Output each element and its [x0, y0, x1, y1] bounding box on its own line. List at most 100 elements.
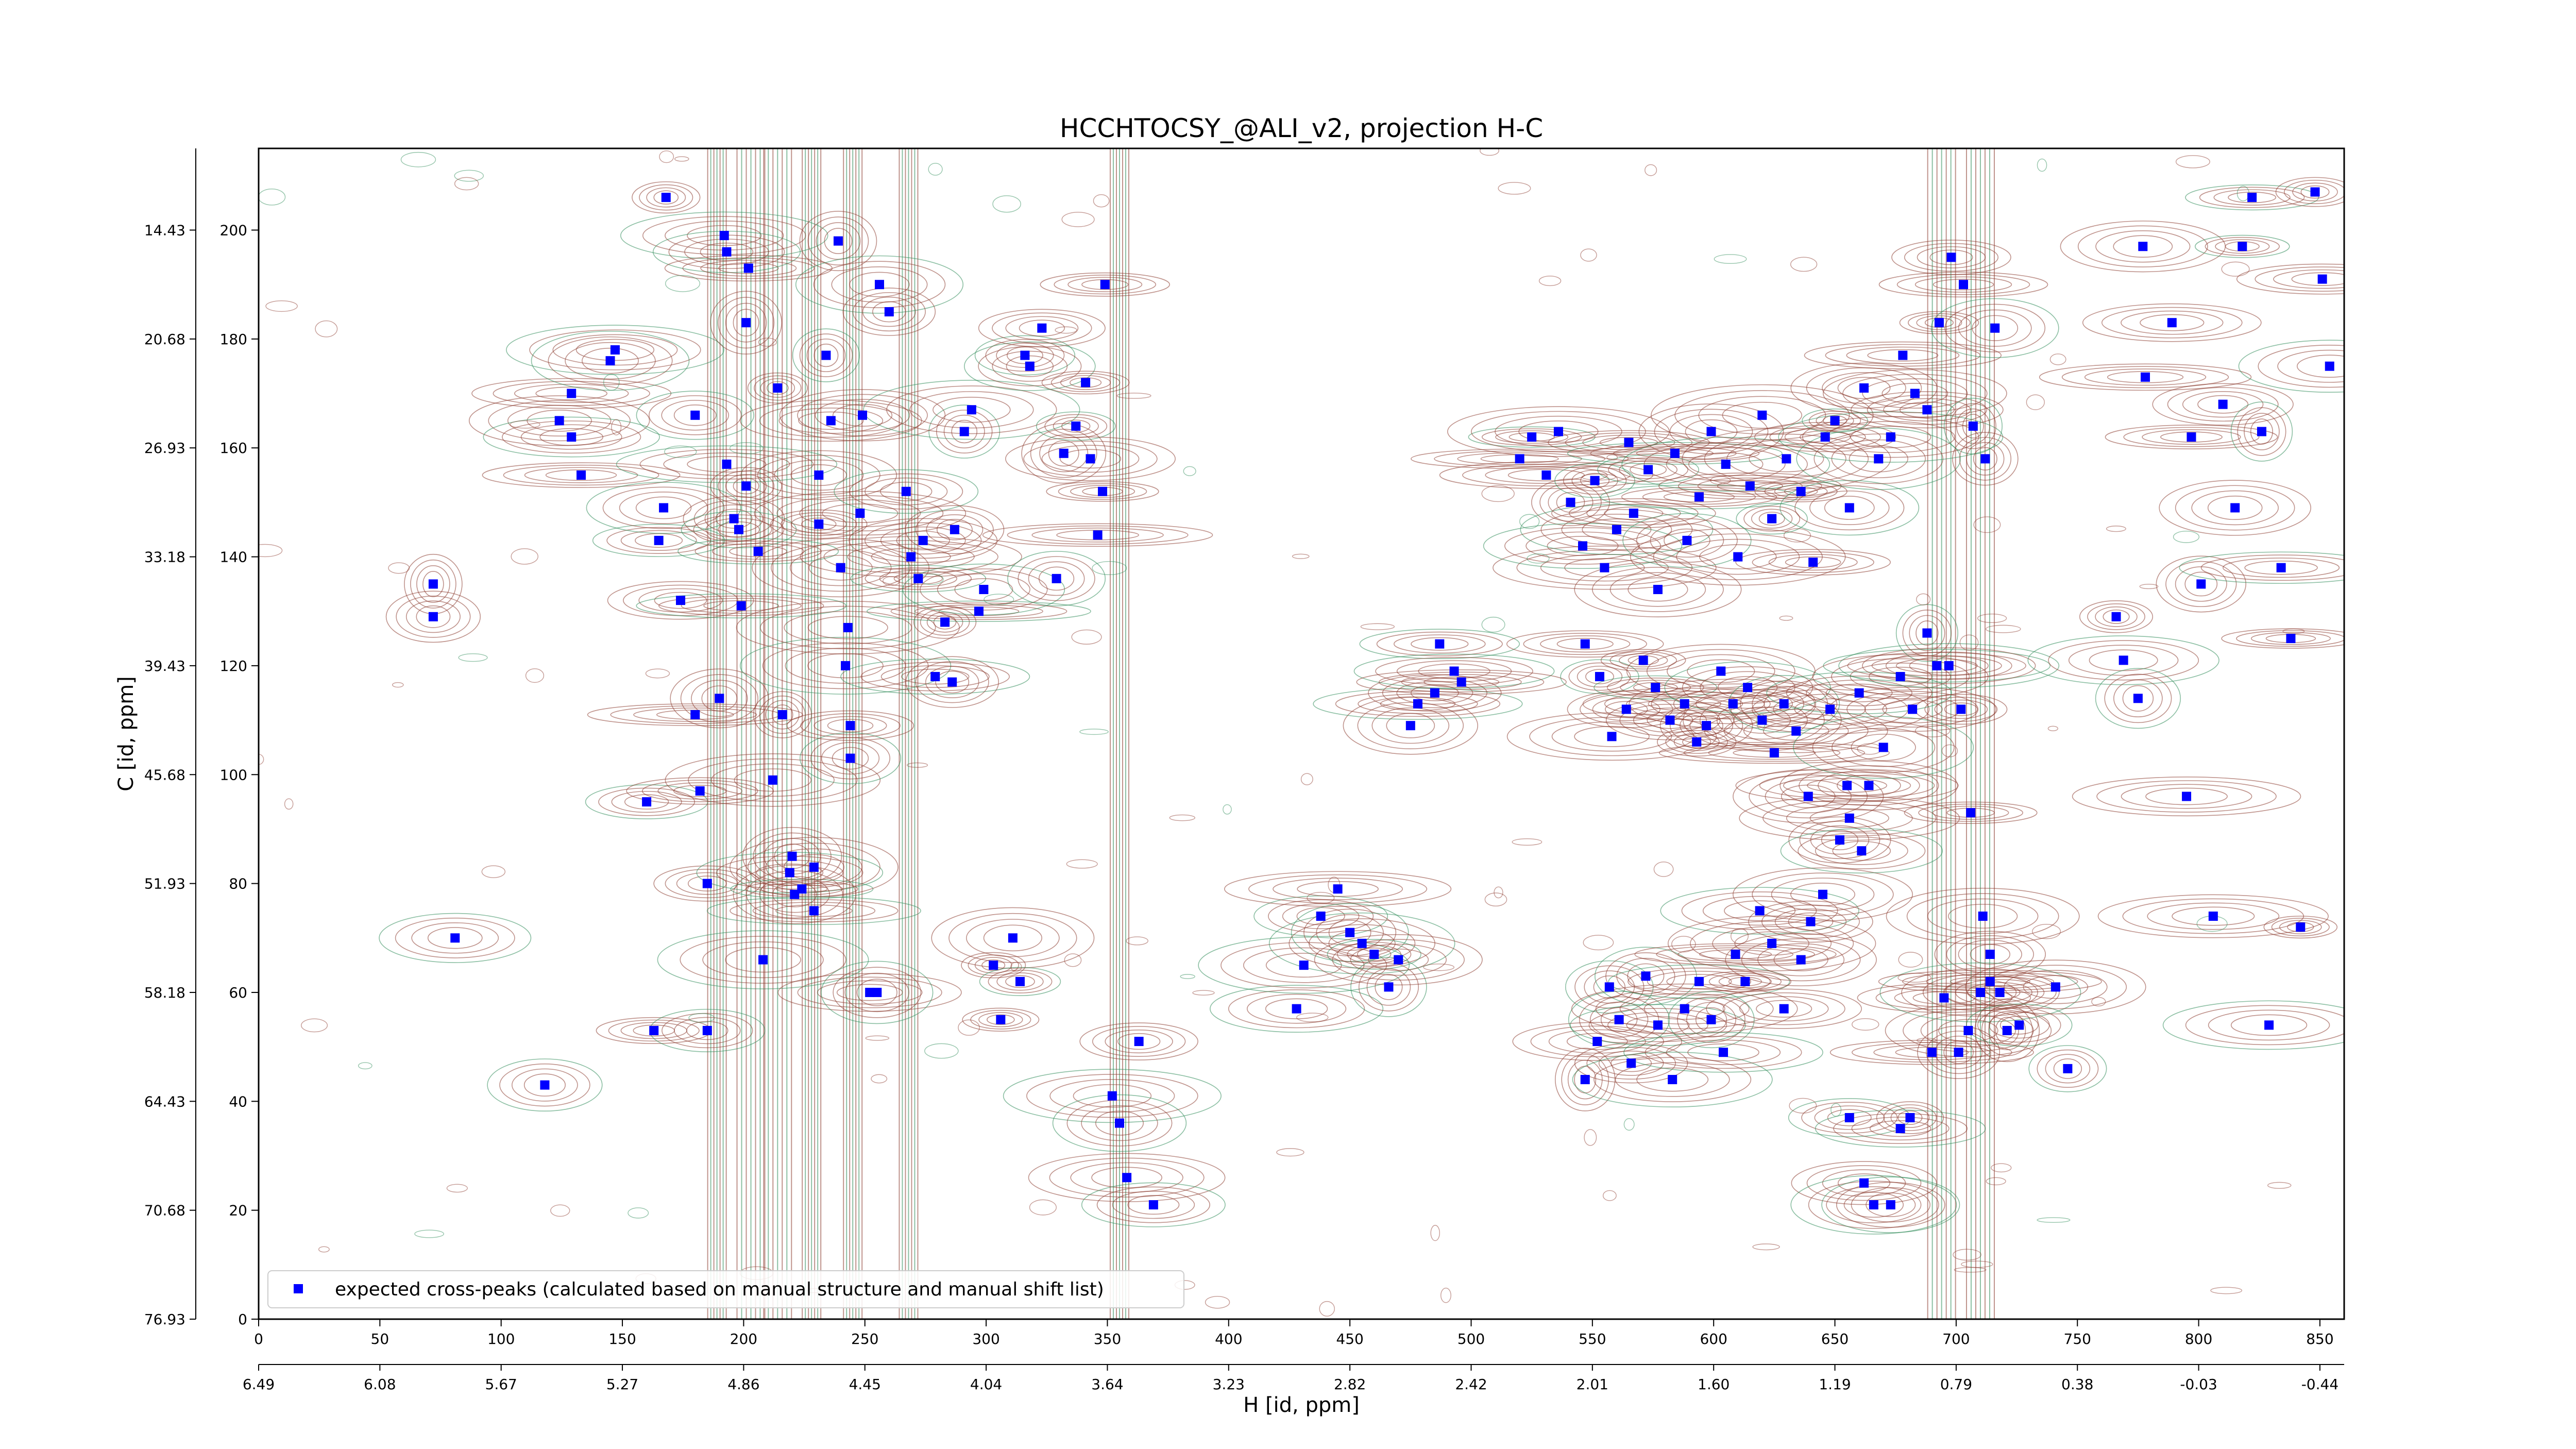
peak-marker — [1107, 1091, 1117, 1101]
peak-marker — [906, 552, 916, 562]
contour-line — [1289, 918, 1435, 969]
chart-title: HCCHTOCSY_@ALI_v2, projection H-C — [1060, 113, 1543, 143]
peak-marker — [1731, 949, 1740, 959]
peak-marker — [1626, 1058, 1636, 1068]
peak-marker — [567, 432, 577, 442]
contour-line — [2049, 353, 2066, 365]
peak-marker — [1114, 1118, 1124, 1128]
contour-line — [702, 941, 824, 979]
peak-marker — [1874, 454, 1884, 464]
peak-marker — [841, 661, 851, 670]
contour-line — [1857, 743, 1882, 755]
peak-marker — [1653, 584, 1663, 594]
contour-line — [1673, 688, 1793, 720]
contour-line — [2068, 645, 2179, 676]
peak-marker — [1706, 1015, 1716, 1024]
legend-marker-icon — [294, 1284, 303, 1293]
contour-line — [1594, 1057, 1752, 1102]
contour-line — [1371, 707, 1450, 744]
contour-line — [2145, 787, 2228, 805]
peak-marker — [1922, 405, 1932, 415]
peak-marker — [719, 231, 729, 241]
peak-marker — [1093, 530, 1103, 540]
contour-line — [2250, 418, 2273, 445]
contour-line — [1866, 1192, 1916, 1217]
contour-line — [1468, 426, 1596, 448]
y-tick-label: 80 — [229, 875, 247, 892]
peak-marker — [836, 563, 845, 572]
contour-line — [1651, 683, 1816, 724]
contour-line — [2106, 526, 2126, 532]
y-tick-label: 40 — [229, 1093, 247, 1110]
contour-line — [1327, 939, 1421, 970]
contour-line — [992, 350, 1068, 382]
contour-line — [1695, 1007, 1727, 1032]
contour-line — [710, 467, 782, 505]
peak-marker — [743, 263, 753, 273]
contour-line — [259, 544, 283, 558]
contour-line — [1600, 649, 1686, 672]
peak-marker — [1449, 666, 1459, 676]
contour-line — [2087, 603, 2145, 630]
contour-line — [865, 567, 972, 590]
contour-line — [920, 568, 1048, 611]
peak-marker — [1299, 961, 1309, 970]
peak-marker — [1052, 574, 1061, 583]
contour-line — [1493, 545, 1717, 590]
contour-line — [1585, 669, 1614, 684]
peak-marker — [1743, 683, 1753, 693]
contour-line — [1579, 996, 1659, 1043]
peak-marker — [1702, 721, 1711, 731]
peak-marker — [1767, 514, 1777, 524]
secondary-y-tick-label: 33.18 — [144, 549, 185, 566]
peak-marker — [768, 775, 777, 785]
contour-line — [1690, 921, 1854, 966]
peak-marker — [1975, 987, 1985, 997]
contour-line — [718, 262, 779, 274]
contour-line — [2236, 263, 2344, 295]
contour-line — [801, 517, 837, 531]
peak-marker — [797, 884, 807, 894]
contour-line — [824, 228, 853, 254]
contour-line — [682, 257, 815, 279]
contour-line — [1779, 615, 1793, 621]
contour-line — [2277, 349, 2344, 383]
contour-line — [1995, 1017, 2019, 1044]
contour-line — [535, 386, 608, 400]
contour-line — [1592, 567, 1724, 612]
peak-marker — [1803, 791, 1813, 801]
contour-line — [1823, 649, 2051, 683]
contour-line — [635, 496, 692, 519]
contour-line — [1851, 733, 1916, 761]
contour-line — [1519, 514, 1540, 529]
secondary-y-tick-label: 76.93 — [144, 1311, 185, 1328]
contour-line — [1071, 629, 1102, 645]
peak-marker — [1607, 732, 1617, 742]
peak-marker — [1728, 699, 1738, 709]
contour-line — [2292, 182, 2338, 201]
contour-line — [1748, 900, 1873, 943]
contour-line — [1780, 828, 1943, 874]
contour-line — [814, 343, 839, 367]
contour-line — [2215, 239, 2270, 254]
contour-line — [1730, 684, 1930, 734]
contour-line — [1506, 712, 1717, 761]
contour-line — [686, 1021, 728, 1040]
contour-line — [619, 492, 708, 524]
contour-line — [1079, 1022, 1198, 1060]
contour-line — [2225, 241, 2260, 252]
contour-line — [1950, 976, 2030, 987]
contour-line — [1070, 1162, 1183, 1193]
contour-line — [1796, 427, 1961, 490]
contour-line — [1628, 577, 1688, 602]
peak-marker — [1995, 987, 2005, 997]
contour-line — [1899, 311, 1979, 334]
contour-line — [1054, 275, 1157, 295]
contour-line — [2185, 184, 2319, 211]
contour-line — [1815, 1109, 1986, 1148]
contour-line — [1832, 841, 1891, 861]
contour-line — [2263, 916, 2338, 939]
contour-line — [705, 518, 772, 542]
contour-line — [1105, 1030, 1173, 1054]
contour-line — [865, 477, 948, 506]
